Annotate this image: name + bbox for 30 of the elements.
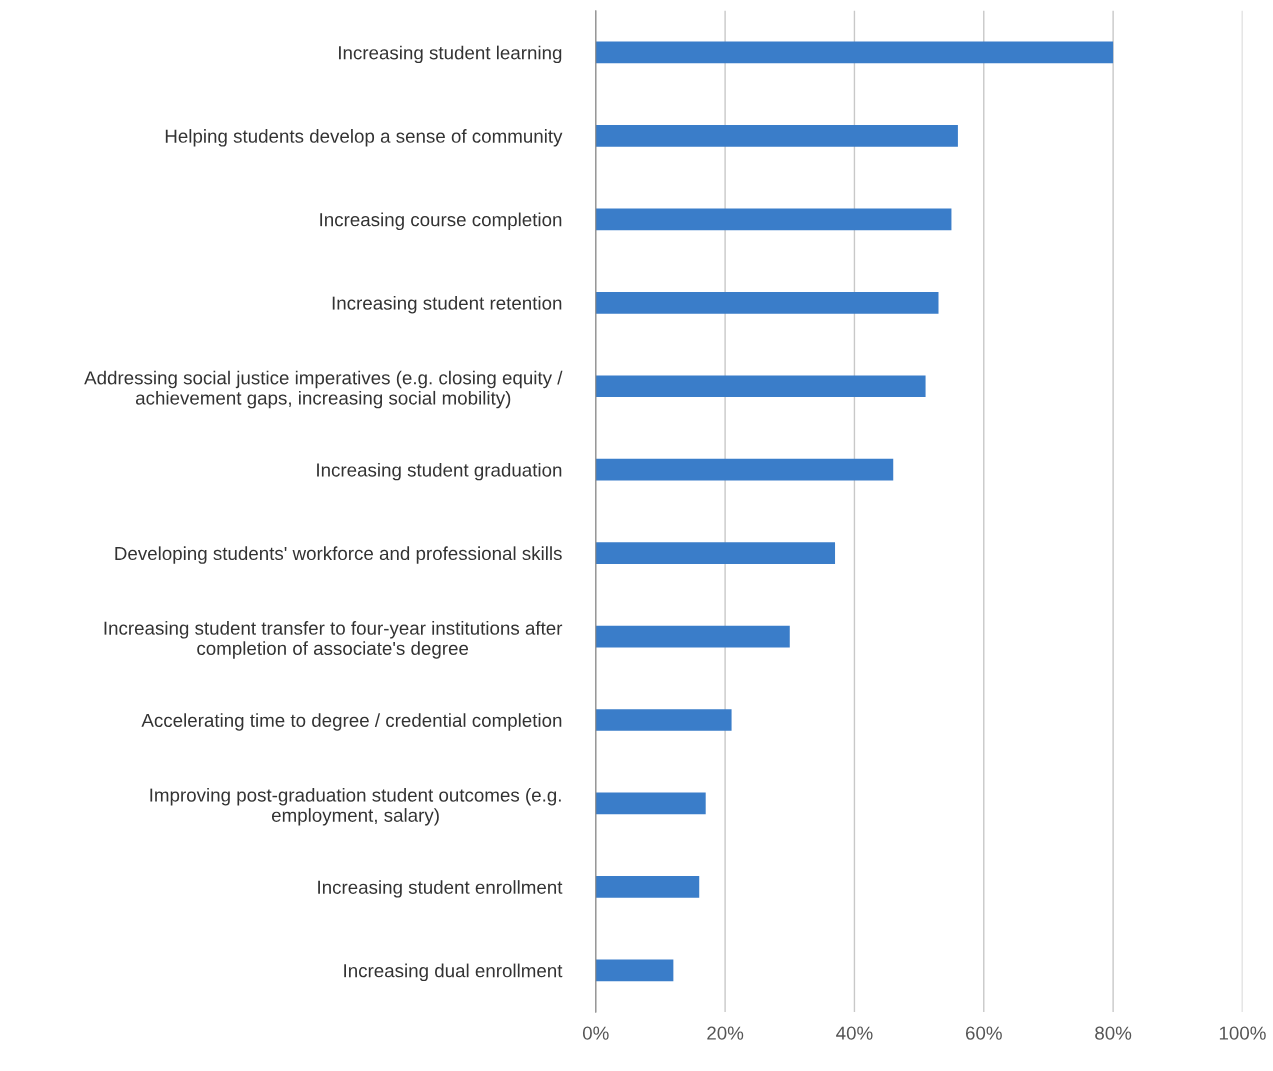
bar	[595, 625, 790, 648]
x-tick-label: 20%	[707, 1026, 744, 1040]
bar	[595, 709, 732, 731]
y-tick-label: Increasing student enrollment	[318, 880, 563, 898]
y-tick-label: Improving post-graduation student outcomes (e.g. employment, salary)	[150, 787, 561, 826]
y-tick-label: Increasing course completion	[320, 212, 562, 231]
x-tick-label: 40%	[836, 1026, 873, 1040]
bar	[595, 41, 1114, 64]
bar	[595, 876, 700, 898]
bar	[595, 208, 952, 231]
bar	[595, 125, 958, 147]
y-tick-label: Increasing dual enrollment	[344, 963, 563, 982]
bar	[595, 542, 836, 564]
y-tick-label: Developing students' workforce and professional skills	[115, 546, 562, 564]
y-tick-label: Increasing student graduation	[317, 462, 562, 481]
y-tick-label: Increasing student retention	[332, 295, 562, 314]
bar	[595, 458, 894, 481]
y-tick-label: Addressing social justice imperatives (e.g. closing equity / achievement gaps, increasing social mobility)	[84, 370, 563, 409]
x-tick-label: 80%	[1095, 1026, 1132, 1040]
x-tick-label: 60%	[965, 1026, 1002, 1040]
y-tick-label: Accelerating time to degree / credential completion	[141, 713, 562, 731]
x-tick-label: 0%	[582, 1026, 609, 1040]
x-tick-label: 100%	[1219, 1026, 1266, 1040]
bar	[595, 375, 926, 398]
bar	[595, 291, 939, 314]
y-tick-label: Helping students develop a sense of community	[165, 129, 563, 147]
y-tick-label: Increasing student transfer to four-year institutions after completion of associate's degree	[104, 621, 563, 659]
y-tick-label: Increasing student learning	[339, 45, 562, 64]
bar	[595, 792, 706, 815]
bar	[595, 959, 674, 982]
